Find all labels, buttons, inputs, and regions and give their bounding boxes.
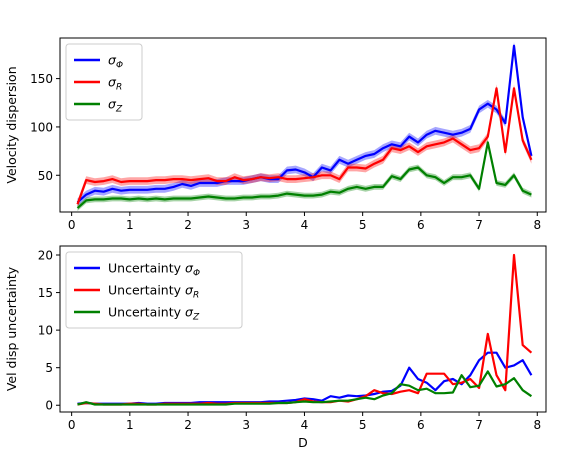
y-tick-label: 20 [38,249,53,263]
legend-entry: σR [108,75,122,93]
x-tick-label: 1 [126,418,134,432]
axes-frame [59,37,547,213]
chart-panel-1: 0 1 2 3 4 5 6 7 8 50 100 150 Velocity dispersion σΦ σR… [4,37,547,232]
legend: Uncertainty σΦ Uncertainty σR Uncertainty … [65,251,243,329]
legend-entry: Uncertainty σΦ [108,261,200,279]
legend-box [65,251,243,329]
plot-area [76,41,533,211]
x-tick-label: 8 [533,218,541,232]
y-tick-label: 50 [38,169,53,183]
legend-entry: Uncertainty σZ [108,305,200,323]
x-tick-label: 5 [359,418,367,432]
x-tick-label: 4 [301,218,309,232]
series-line-3 [76,141,532,209]
plot-area [77,253,533,406]
legend-entry: σZ [108,97,123,115]
x-tick-label: 0 [68,418,76,432]
y-tick-label: 0 [45,399,53,413]
series-band-2 [77,84,532,209]
x-tick-label: 3 [242,218,250,232]
x-tick-label: 2 [184,418,192,432]
legend: σΦ σR σZ [65,43,143,121]
y-axis-label: Vel disp uncertainty [4,266,19,391]
x-tick-label: 3 [242,418,250,432]
x-tick-label: 6 [417,418,425,432]
axes-frame [59,245,547,413]
legend-entry: σΦ [108,53,123,71]
x-axis-label: D [298,435,308,450]
x-tick-label: 6 [417,218,425,232]
x-tick-label: 5 [359,218,367,232]
series-line-1 [76,44,533,204]
x-tick-label: 8 [533,418,541,432]
y-tick-label: 5 [45,361,53,375]
legend-box [65,43,143,121]
x-tick-label: 4 [301,418,309,432]
x-tick-label: 7 [475,218,483,232]
series-line-3 [77,370,533,406]
x-tick-label: 7 [475,418,483,432]
y-tick-label: 100 [30,120,53,134]
y-axis-label: Velocity dispersion [4,66,19,183]
series-line-2 [76,87,533,205]
chart-panel-2: 0 1 2 3 4 5 6 7 8 0 5 10 15 20 Vel disp uncertainty D Un… [4,245,547,450]
x-tick-label: 2 [184,218,192,232]
series-band-3 [77,139,532,211]
x-tick-label: 1 [126,218,134,232]
y-tick-label: 10 [38,324,53,338]
y-tick-label: 150 [30,72,53,86]
y-tick-label: 15 [38,286,53,300]
x-tick-label: 0 [68,218,76,232]
legend-entry: Uncertainty σR [108,283,199,301]
